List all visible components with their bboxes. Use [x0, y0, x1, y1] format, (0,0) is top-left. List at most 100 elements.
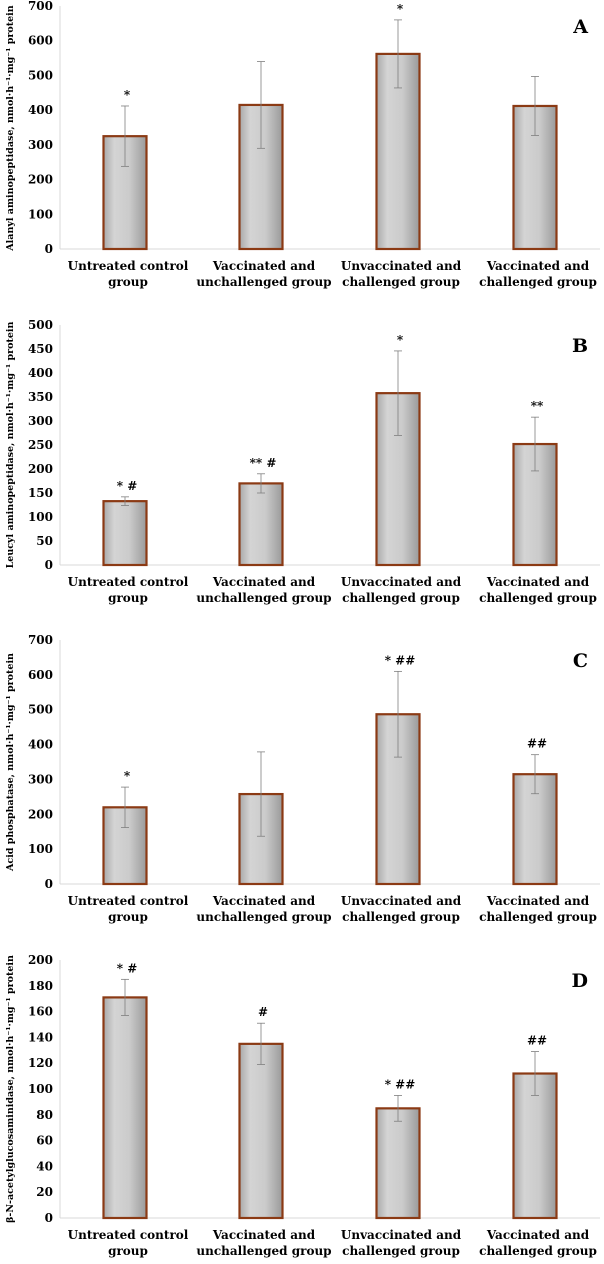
y-tick-label: 200	[28, 807, 53, 821]
y-tick-label: 0	[45, 558, 53, 572]
panel-a: 0 100 200 300 400 500 600 700 Alanyl aminopeptid…	[5, 0, 600, 289]
y-tick-label: 140	[28, 1030, 53, 1044]
bar	[238, 482, 284, 567]
y-tick-label: 0	[45, 242, 53, 256]
y-tick-label: 700	[28, 0, 53, 13]
significance-label: * #	[117, 479, 138, 493]
category-label: group	[108, 1244, 148, 1258]
y-tick-label: 200	[28, 462, 53, 476]
category-label: Vaccinated and	[486, 894, 590, 908]
panel-label: A	[572, 16, 588, 38]
category-label: group	[108, 591, 148, 605]
y-tick-label: 250	[28, 438, 53, 452]
significance-label: * #	[117, 961, 138, 975]
y-tick-label: 60	[36, 1134, 53, 1148]
y-tick-label: 150	[28, 486, 53, 500]
category-label: Vaccinated and	[486, 1228, 590, 1242]
y-tick-label: 200	[28, 953, 53, 967]
y-axis-label: Acid phosphatase, nmol·h⁻¹·mg⁻¹ protein	[5, 653, 16, 872]
significance-label: *	[124, 769, 131, 783]
category-label: Vaccinated and	[486, 575, 590, 589]
category-label: challenged group	[479, 1244, 597, 1258]
y-tick-label: 0	[45, 877, 53, 891]
y-tick-label: 100	[28, 842, 53, 856]
category-label: unchallenged group	[196, 591, 331, 605]
y-tick-label: 300	[28, 414, 53, 428]
y-tick-label: 80	[36, 1108, 53, 1122]
category-label: unchallenged group	[196, 910, 331, 924]
category-label: challenged group	[342, 591, 460, 605]
category-label: Vaccinated and	[212, 894, 316, 908]
y-tick-label: 400	[28, 366, 53, 380]
bar	[102, 500, 148, 567]
significance-label: **	[531, 399, 544, 413]
y-tick-label: 160	[28, 1005, 53, 1019]
category-label: unchallenged group	[196, 1244, 331, 1258]
y-tick-label: 100	[28, 510, 53, 524]
panel-c: 0 100 200 300 400 500 600 700 Acid phosphatase, …	[5, 633, 600, 924]
significance-label: ##	[527, 737, 547, 751]
y-axis-label: Leucyl aminopeptidase, nmol·h⁻¹·mg⁻¹ pro…	[5, 322, 16, 569]
significance-label: ** #	[250, 456, 277, 470]
bar	[238, 1042, 284, 1220]
panel-label: B	[572, 335, 588, 357]
y-tick-label: 500	[28, 318, 53, 332]
y-tick-label: 400	[28, 738, 53, 752]
y-tick-label: 500	[28, 703, 53, 717]
category-label: Untreated control	[68, 1228, 189, 1242]
y-tick-label: 100	[28, 207, 53, 221]
category-label: group	[108, 275, 148, 289]
y-tick-label: 40	[36, 1159, 53, 1173]
significance-label: #	[258, 1005, 268, 1019]
category-label: Unvaccinated and	[341, 575, 462, 589]
category-label: challenged group	[479, 275, 597, 289]
significance-label: *	[397, 2, 404, 16]
significance-label: *	[124, 88, 131, 102]
y-tick-label: 20	[36, 1185, 53, 1199]
y-tick-label: 300	[28, 772, 53, 786]
panel-b: 0 50 100 150 200 250 300 350 400 450 500 Leucyl ami…	[5, 318, 600, 605]
y-axis-label: Alanyl aminopeptidase, nmol·h⁻¹·mg⁻¹ pro…	[5, 5, 16, 251]
y-axis-label: β-N-acetylglucosaminidase, nmol·h⁻¹·mg⁻¹…	[5, 955, 16, 1223]
category-label: Untreated control	[68, 259, 189, 273]
category-label: Vaccinated and	[212, 259, 316, 273]
y-tick-label: 600	[28, 668, 53, 682]
category-label: group	[108, 910, 148, 924]
bar	[375, 1107, 421, 1220]
panel-label: C	[573, 650, 588, 672]
bar	[102, 996, 148, 1220]
category-label: Unvaccinated and	[341, 894, 462, 908]
category-label: unchallenged group	[196, 275, 331, 289]
y-tick-label: 300	[28, 138, 53, 152]
y-tick-label: 120	[28, 1056, 53, 1070]
category-label: challenged group	[342, 910, 460, 924]
category-label: Vaccinated and	[212, 1228, 316, 1242]
category-label: Vaccinated and	[212, 575, 316, 589]
y-tick-label: 500	[28, 68, 53, 82]
panel-label: D	[572, 970, 588, 992]
bar	[238, 103, 284, 251]
y-tick-label: 700	[28, 633, 53, 647]
significance-label: * ##	[385, 1077, 416, 1091]
category-label: Untreated control	[68, 575, 189, 589]
significance-label: * ##	[385, 653, 416, 667]
category-label: challenged group	[479, 591, 597, 605]
category-label: challenged group	[342, 275, 460, 289]
category-label: Vaccinated and	[486, 259, 590, 273]
significance-label: ##	[527, 1034, 547, 1048]
y-tick-label: 200	[28, 173, 53, 187]
bar	[512, 1072, 558, 1220]
y-tick-label: 50	[36, 534, 53, 548]
category-label: Unvaccinated and	[341, 1228, 462, 1242]
y-tick-label: 0	[45, 1211, 53, 1225]
category-label: Unvaccinated and	[341, 259, 462, 273]
y-tick-label: 600	[28, 34, 53, 48]
category-label: challenged group	[479, 910, 597, 924]
y-tick-label: 100	[28, 1082, 53, 1096]
panel-d: 0 20 40 60 80 100 120 140 160 180 200 β-N-acetylglu…	[5, 953, 600, 1258]
y-tick-label: 180	[28, 979, 53, 993]
y-tick-label: 450	[28, 342, 53, 356]
category-label: Untreated control	[68, 894, 189, 908]
y-tick-label: 350	[28, 390, 53, 404]
